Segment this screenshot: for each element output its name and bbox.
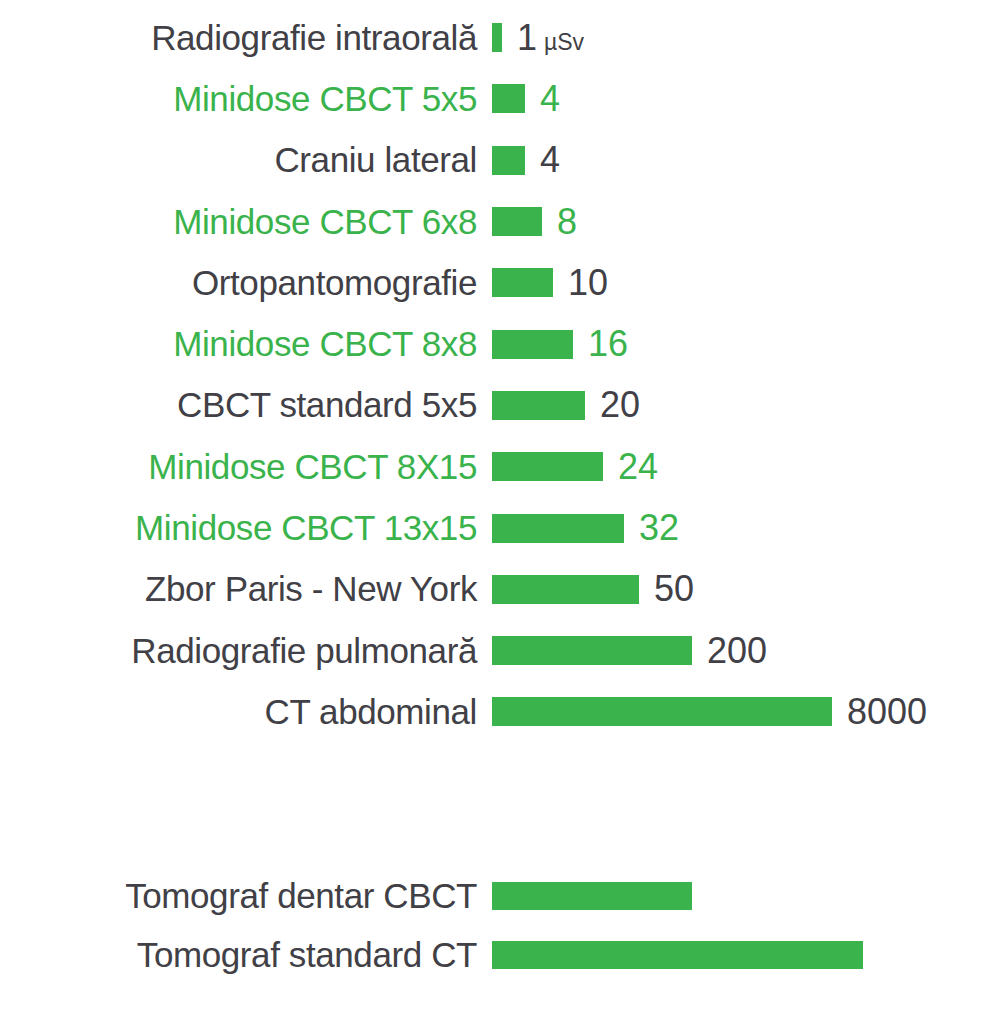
chart-row: Tomograf dentar CBCT: [0, 867, 1000, 926]
tomograph-comparison-section: Tomograf dentar CBCT Tomograf standard C…: [0, 867, 1000, 985]
row-label: Minidose CBCT 8x8: [0, 324, 477, 364]
row-label: Minidose CBCT 8X15: [0, 447, 477, 487]
row-value: 50: [654, 568, 694, 610]
row-label: Radiografie intraorală: [0, 18, 477, 58]
dose-bar: [492, 941, 863, 969]
row-label: Minidose CBCT 13x15: [0, 508, 477, 548]
row-label: Tomograf dentar CBCT: [0, 876, 477, 916]
row-label: CT abdominal: [0, 692, 477, 732]
chart-row: Minidose CBCT 13x15 32: [0, 497, 1000, 558]
value-number: 24: [618, 446, 658, 488]
dose-bar: [492, 268, 553, 297]
row-value: 8000: [847, 691, 927, 733]
row-value: 4: [540, 139, 560, 181]
row-label: Minidose CBCT 6x8: [0, 202, 477, 242]
dose-bar: [492, 697, 832, 726]
row-label: Minidose CBCT 5x5: [0, 79, 477, 119]
dose-bar: [492, 882, 692, 910]
dose-bar: [492, 146, 525, 175]
chart-row: Minidose CBCT 8x8 16: [0, 313, 1000, 374]
value-number: 1: [517, 17, 537, 59]
value-number: 8: [557, 201, 577, 243]
row-value: 8: [557, 201, 577, 243]
value-number: 50: [654, 568, 694, 610]
row-value: 4: [540, 78, 560, 120]
row-value: 16: [588, 323, 628, 365]
chart-row: Radiografie pulmonară 200: [0, 620, 1000, 681]
dose-bar: [492, 636, 692, 665]
row-label: Ortopantomografie: [0, 263, 477, 303]
row-label: Craniu lateral: [0, 140, 477, 180]
dose-bar: [492, 207, 542, 236]
chart-row: Minidose CBCT 5x5 4: [0, 68, 1000, 129]
row-label: Radiografie pulmonară: [0, 631, 477, 671]
chart-row: Minidose CBCT 6x8 8: [0, 191, 1000, 252]
chart-row: Craniu lateral 4: [0, 130, 1000, 191]
row-value: 200: [707, 630, 767, 672]
dose-bar: [492, 391, 585, 420]
chart-row: CBCT standard 5x5 20: [0, 375, 1000, 436]
chart-row: Tomograf standard CT: [0, 926, 1000, 985]
row-label: Tomograf standard CT: [0, 935, 477, 975]
row-value: 1 µSv: [517, 17, 584, 59]
dose-bar: [492, 575, 639, 604]
row-value: 32: [639, 507, 679, 549]
chart-row: Minidose CBCT 8X15 24: [0, 436, 1000, 497]
value-number: 8000: [847, 691, 927, 733]
value-number: 10: [568, 262, 608, 304]
dose-bar: [492, 330, 573, 359]
value-number: 4: [540, 78, 560, 120]
chart-row: Zbor Paris - New York 50: [0, 559, 1000, 620]
radiation-dose-chart: Radiografie intraorală 1 µSv Minidose CB…: [0, 0, 1000, 985]
row-value: 10: [568, 262, 608, 304]
value-number: 32: [639, 507, 679, 549]
row-label: CBCT standard 5x5: [0, 385, 477, 425]
chart-row: Radiografie intraorală 1 µSv: [0, 7, 1000, 68]
row-label: Zbor Paris - New York: [0, 569, 477, 609]
dose-bar: [492, 452, 603, 481]
dose-bar: [492, 514, 624, 543]
row-value: 24: [618, 446, 658, 488]
value-number: 200: [707, 630, 767, 672]
value-number: 4: [540, 139, 560, 181]
value-number: 16: [588, 323, 628, 365]
row-value: 20: [600, 384, 640, 426]
dose-rows-section: Radiografie intraorală 1 µSv Minidose CB…: [0, 7, 1000, 743]
dose-bar: [492, 84, 525, 113]
dose-bar: [492, 23, 502, 52]
unit-label: µSv: [544, 29, 584, 56]
section-gap: [0, 743, 1000, 867]
chart-row: Ortopantomografie 10: [0, 252, 1000, 313]
value-number: 20: [600, 384, 640, 426]
chart-row: CT abdominal 8000: [0, 681, 1000, 742]
